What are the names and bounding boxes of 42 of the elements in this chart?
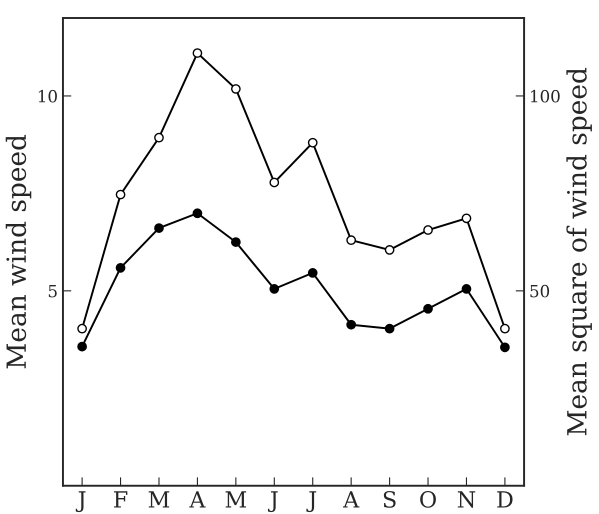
y-axis-title: Mean wind speed (6, 134, 32, 368)
point (384, 245, 394, 255)
point (346, 235, 356, 246)
point (423, 225, 433, 235)
point (230, 237, 241, 247)
point (308, 268, 318, 278)
point (154, 223, 164, 233)
point (230, 84, 241, 94)
x-tick-label: N (458, 491, 476, 508)
x-tick-label: J (76, 491, 86, 512)
point (77, 342, 87, 352)
x-tick-label: A (343, 491, 360, 508)
point (346, 320, 356, 330)
point (423, 304, 433, 314)
x-tick-label: J (268, 491, 278, 512)
point (77, 324, 87, 334)
point (154, 132, 164, 143)
point (308, 138, 318, 148)
x-tick-label: D (497, 491, 513, 508)
y-tick-label: 5 (48, 285, 57, 298)
x-tick-label: F (114, 491, 128, 508)
x-tick-label: J (306, 491, 316, 512)
x-tick-label: M (226, 491, 246, 508)
point (269, 284, 280, 294)
point (500, 342, 510, 352)
x-tick-label: A (189, 491, 206, 508)
x-tick-label: M (148, 491, 170, 508)
x-tick-label: S (384, 490, 396, 508)
point (192, 208, 202, 218)
point (116, 190, 126, 200)
point (384, 324, 394, 334)
point (116, 262, 126, 273)
point (462, 213, 472, 224)
y2-axis-title: Mean square of wind speed (566, 68, 592, 436)
point (462, 284, 472, 294)
point (500, 324, 510, 334)
y-tick-label: 10 (38, 90, 57, 103)
point (192, 48, 202, 58)
y2-tick-label: 100 (531, 90, 560, 103)
y2-tick-label: 50 (530, 284, 550, 298)
point (269, 178, 280, 188)
x-tick-label: O (420, 490, 436, 508)
